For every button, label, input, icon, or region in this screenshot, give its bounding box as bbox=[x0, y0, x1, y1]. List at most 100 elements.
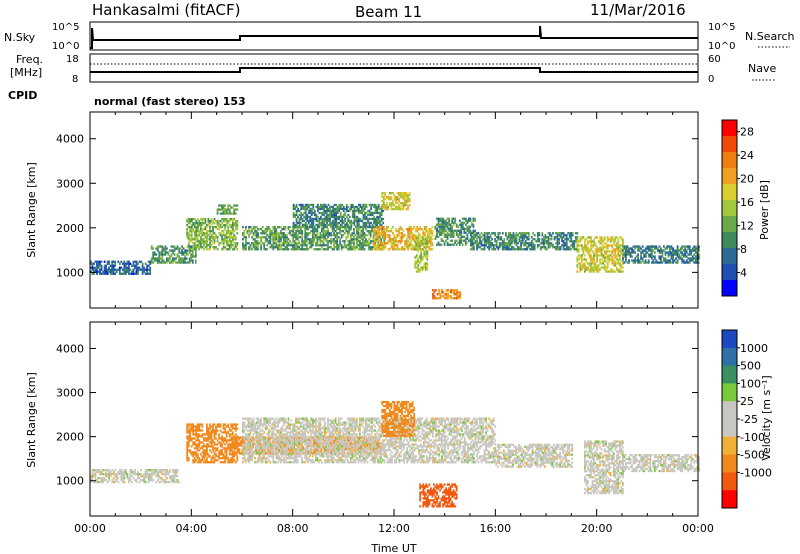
cell bbox=[301, 213, 304, 217]
cell bbox=[527, 232, 530, 235]
cell bbox=[436, 229, 438, 232]
cell bbox=[203, 443, 205, 446]
cell bbox=[417, 270, 420, 273]
cell bbox=[587, 236, 589, 239]
cell bbox=[469, 217, 472, 220]
cell bbox=[408, 238, 411, 241]
cell bbox=[356, 217, 359, 221]
cell bbox=[248, 242, 250, 245]
cell bbox=[599, 260, 601, 263]
cell bbox=[231, 244, 234, 247]
cell bbox=[693, 245, 696, 248]
cell bbox=[100, 260, 103, 263]
nsky-tick-low: 10^0 bbox=[52, 41, 79, 52]
cell bbox=[378, 246, 381, 249]
cell bbox=[189, 234, 192, 237]
cell bbox=[626, 249, 629, 252]
cell bbox=[494, 244, 497, 247]
cell bbox=[203, 461, 205, 464]
cell bbox=[295, 203, 298, 207]
cell bbox=[321, 223, 324, 227]
cell bbox=[459, 297, 462, 300]
cell bbox=[141, 264, 144, 267]
cell bbox=[675, 261, 677, 264]
cell bbox=[622, 242, 624, 245]
cell bbox=[111, 272, 114, 275]
cell bbox=[222, 457, 225, 460]
cell bbox=[315, 236, 317, 239]
cell bbox=[121, 262, 124, 265]
cell bbox=[175, 247, 177, 250]
cell bbox=[233, 238, 236, 241]
cell bbox=[123, 268, 126, 271]
cell bbox=[193, 425, 196, 428]
cell bbox=[612, 262, 615, 265]
power-ylabel: Slant Range [km] bbox=[25, 162, 38, 258]
cell bbox=[423, 252, 426, 255]
cell bbox=[401, 196, 403, 199]
cell bbox=[524, 240, 527, 243]
cell bbox=[384, 192, 387, 195]
cell bbox=[128, 262, 130, 265]
cell bbox=[161, 253, 164, 256]
cell bbox=[454, 221, 457, 224]
cell bbox=[176, 469, 179, 472]
cell bbox=[254, 240, 256, 243]
cell bbox=[471, 246, 474, 249]
cell bbox=[167, 471, 170, 474]
cell bbox=[571, 240, 574, 243]
cell bbox=[508, 246, 510, 249]
cell bbox=[364, 207, 366, 211]
cell bbox=[115, 479, 118, 482]
cell bbox=[100, 272, 103, 275]
cell bbox=[544, 240, 547, 243]
cpid-label: CPID bbox=[8, 89, 37, 102]
cell bbox=[365, 221, 368, 225]
cell bbox=[155, 257, 158, 260]
cell bbox=[210, 443, 213, 446]
cell bbox=[218, 204, 220, 207]
cell bbox=[672, 255, 674, 258]
cell bbox=[666, 261, 668, 264]
cell bbox=[441, 295, 443, 298]
cell bbox=[340, 246, 343, 249]
cell bbox=[204, 218, 207, 221]
cell bbox=[518, 246, 521, 249]
cell bbox=[296, 238, 299, 241]
cell bbox=[547, 246, 550, 249]
cell bbox=[167, 251, 170, 254]
cell bbox=[523, 244, 525, 247]
cell bbox=[132, 260, 135, 263]
cell bbox=[469, 229, 472, 232]
cell bbox=[382, 209, 385, 213]
cell bbox=[454, 217, 457, 220]
cell bbox=[596, 260, 598, 263]
cell bbox=[410, 240, 412, 243]
cell bbox=[532, 232, 535, 235]
cell bbox=[574, 236, 577, 239]
cell bbox=[332, 213, 334, 217]
cell bbox=[369, 240, 372, 243]
cell bbox=[318, 217, 321, 221]
cell bbox=[233, 448, 236, 451]
nsky-tick-high: 10^5 bbox=[52, 22, 79, 33]
nsearch-label: N.Search bbox=[745, 30, 795, 43]
cell bbox=[120, 473, 123, 476]
cell bbox=[147, 469, 150, 472]
cell bbox=[170, 255, 173, 258]
cell bbox=[173, 475, 176, 478]
cell bbox=[413, 240, 416, 243]
cell bbox=[293, 242, 296, 245]
cell bbox=[218, 222, 220, 225]
cell bbox=[129, 268, 132, 271]
cell bbox=[300, 203, 303, 207]
cell bbox=[213, 441, 216, 444]
cell bbox=[424, 266, 427, 269]
cell bbox=[611, 252, 614, 255]
cell bbox=[198, 240, 201, 243]
cell bbox=[690, 253, 693, 256]
cell bbox=[632, 245, 635, 248]
cell bbox=[230, 425, 233, 428]
cell bbox=[225, 218, 228, 221]
cell bbox=[606, 266, 609, 269]
